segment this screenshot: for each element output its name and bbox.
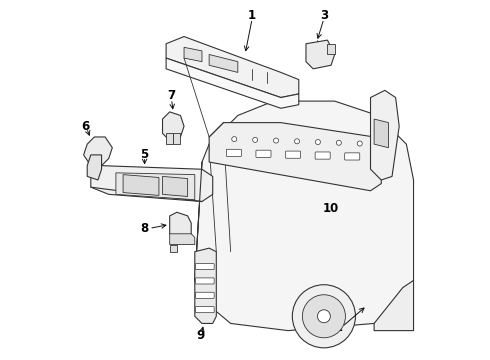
Circle shape [336, 140, 342, 145]
Polygon shape [170, 244, 177, 252]
Polygon shape [91, 166, 213, 202]
Text: 2: 2 [334, 320, 343, 333]
FancyBboxPatch shape [196, 264, 214, 270]
FancyBboxPatch shape [196, 292, 214, 298]
Circle shape [293, 285, 355, 348]
Polygon shape [123, 175, 159, 195]
Polygon shape [374, 280, 414, 330]
Polygon shape [195, 101, 414, 330]
Text: 4: 4 [381, 91, 389, 104]
Text: 5: 5 [141, 148, 148, 161]
Text: 10: 10 [323, 202, 339, 215]
FancyBboxPatch shape [226, 149, 242, 157]
Circle shape [302, 295, 345, 338]
Circle shape [253, 138, 258, 142]
Polygon shape [116, 173, 195, 200]
Circle shape [232, 136, 237, 141]
Circle shape [318, 310, 330, 323]
Polygon shape [184, 47, 202, 62]
FancyBboxPatch shape [196, 307, 214, 313]
Polygon shape [163, 176, 188, 197]
Polygon shape [209, 54, 238, 72]
Circle shape [357, 141, 362, 146]
Text: 6: 6 [81, 120, 90, 133]
Polygon shape [370, 90, 399, 180]
FancyBboxPatch shape [196, 278, 214, 284]
Circle shape [294, 139, 299, 144]
Circle shape [273, 138, 279, 143]
Text: 3: 3 [320, 9, 328, 22]
Text: 9: 9 [196, 329, 204, 342]
Polygon shape [166, 58, 299, 108]
Polygon shape [84, 137, 112, 166]
Polygon shape [173, 134, 180, 144]
Polygon shape [166, 37, 299, 98]
Polygon shape [306, 40, 335, 69]
FancyBboxPatch shape [286, 151, 300, 158]
FancyBboxPatch shape [315, 152, 330, 159]
Polygon shape [163, 112, 184, 140]
Text: 1: 1 [248, 9, 256, 22]
Polygon shape [195, 248, 216, 323]
Polygon shape [170, 234, 195, 244]
Polygon shape [209, 123, 381, 191]
Polygon shape [327, 44, 335, 54]
Polygon shape [166, 134, 173, 144]
Text: 8: 8 [141, 222, 148, 235]
Polygon shape [87, 155, 101, 180]
FancyBboxPatch shape [344, 153, 360, 160]
Polygon shape [374, 119, 389, 148]
Text: 7: 7 [168, 89, 175, 102]
FancyBboxPatch shape [256, 150, 271, 157]
Circle shape [316, 140, 320, 145]
Polygon shape [170, 212, 191, 241]
